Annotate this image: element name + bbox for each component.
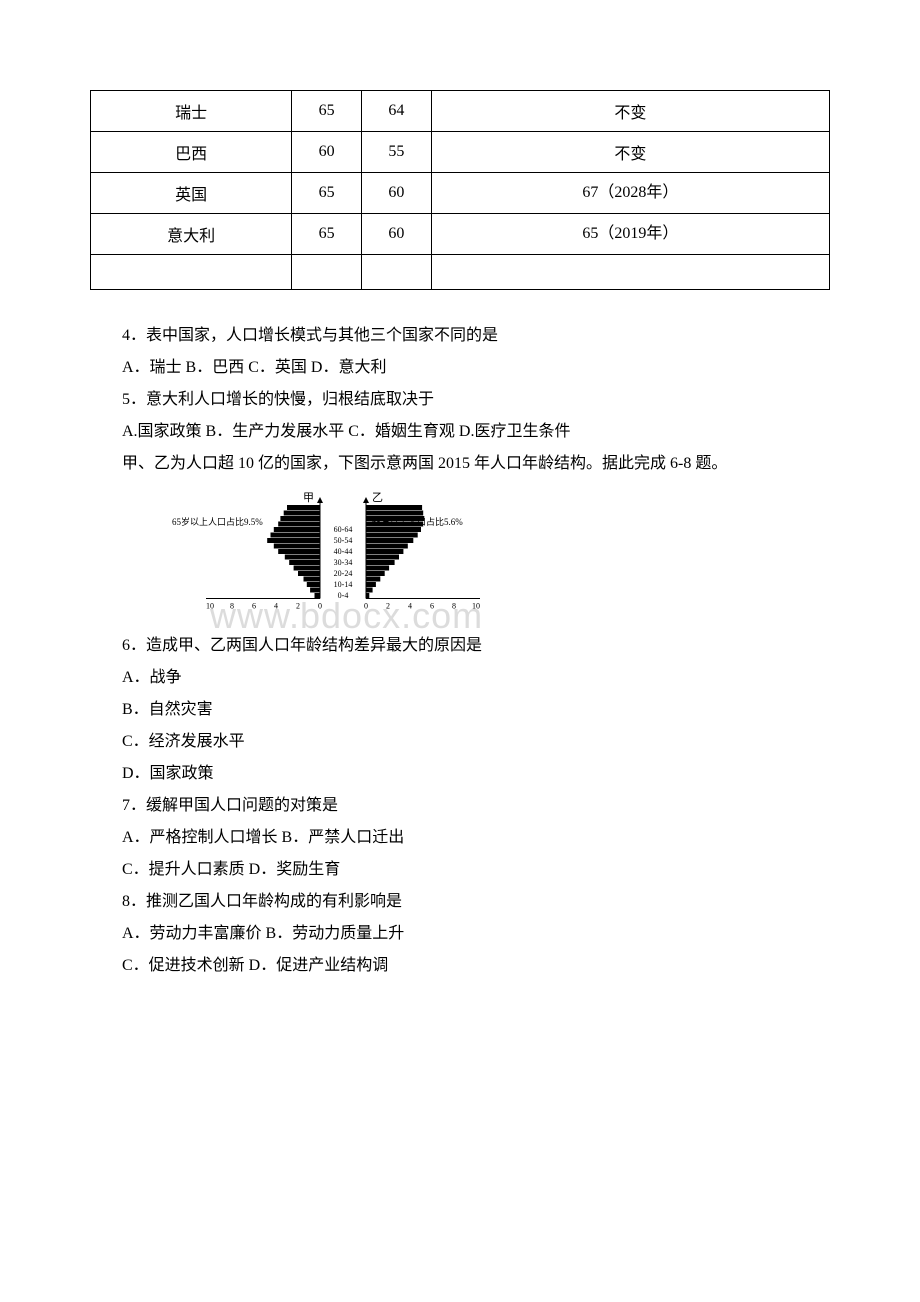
table-row: 瑞士 65 64 不变 (91, 91, 830, 132)
cell-empty (361, 255, 431, 290)
q4-stem: 4．表中国家，人口增长模式与其他三个国家不同的是 (90, 320, 830, 352)
svg-text:30-34: 30-34 (334, 558, 353, 567)
svg-text:8: 8 (230, 602, 234, 611)
cell-plan: 不变 (431, 91, 829, 132)
q7-options-cd: C．提升人口素质 D．奖励生育 (90, 854, 830, 886)
pyramid-chart: 10 8 6 4 2 0 0 2 4 6 8 10 0-4 10-14 20-24 30-34 40-44 50-… (170, 490, 530, 620)
svg-text:0-4: 0-4 (338, 591, 349, 600)
cell-empty (431, 255, 829, 290)
svg-text:10: 10 (472, 602, 480, 611)
q6-option-a: A．战争 (90, 662, 830, 694)
retirement-table: 瑞士 65 64 不变 巴西 60 55 不变 英国 65 60 67（2028… (90, 90, 830, 290)
svg-text:6: 6 (430, 602, 434, 611)
cell-country: 巴西 (91, 132, 292, 173)
svg-text:0: 0 (318, 602, 322, 611)
cell-country: 瑞士 (91, 91, 292, 132)
svg-text:甲: 甲 (303, 492, 314, 504)
cell-male: 65 (292, 214, 362, 255)
q7-stem: 7．缓解甲国人口问题的对策是 (90, 790, 830, 822)
table-row: 巴西 60 55 不变 (91, 132, 830, 173)
svg-text:乙: 乙 (372, 491, 383, 504)
svg-text:2: 2 (386, 602, 390, 611)
q5-stem: 5．意大利人口增长的快慢，归根结底取决于 (90, 384, 830, 416)
intro-6-8: 甲、乙为人口超 10 亿的国家，下图示意两国 2015 年人口年龄结构。据此完成… (90, 448, 830, 480)
svg-text:0: 0 (364, 602, 368, 611)
cell-female: 60 (361, 173, 431, 214)
svg-text:60-64: 60-64 (334, 525, 353, 534)
table-row: 意大利 65 60 65（2019年） (91, 214, 830, 255)
q8-options-cd: C．促进技术创新 D．促进产业结构调 (90, 950, 830, 982)
page-content: 瑞士 65 64 不变 巴西 60 55 不变 英国 65 60 67（2028… (90, 90, 830, 982)
cell-male: 65 (292, 173, 362, 214)
cell-country: 意大利 (91, 214, 292, 255)
cell-male: 60 (292, 132, 362, 173)
svg-text:8: 8 (452, 602, 456, 611)
svg-text:65岁以上人口占比5.6%: 65岁以上人口占比5.6% (372, 516, 463, 527)
q6-option-b: B．自然灾害 (90, 694, 830, 726)
svg-text:6: 6 (252, 602, 256, 611)
q8-options-ab: A．劳动力丰富廉价 B．劳动力质量上升 (90, 918, 830, 950)
cell-plan: 不变 (431, 132, 829, 173)
q6-stem: 6．造成甲、乙两国人口年龄结构差异最大的原因是 (90, 630, 830, 662)
q7-options-ab: A．严格控制人口增长 B．严禁人口迁出 (90, 822, 830, 854)
svg-text:40-44: 40-44 (334, 547, 353, 556)
population-pyramid-figure: 10 8 6 4 2 0 0 2 4 6 8 10 0-4 10-14 20-24 30-34 40-44 50-… (170, 490, 530, 620)
svg-text:4: 4 (408, 602, 412, 611)
q5-options: A.国家政策 B．生产力发展水平 C．婚姻生育观 D.医疗卫生条件 (90, 416, 830, 448)
table-row-empty (91, 255, 830, 290)
svg-text:50-54: 50-54 (334, 536, 353, 545)
q6-option-c: C．经济发展水平 (90, 726, 830, 758)
cell-plan: 67（2028年） (431, 173, 829, 214)
cell-empty (91, 255, 292, 290)
svg-text:2: 2 (296, 602, 300, 611)
q8-stem: 8．推测乙国人口年龄构成的有利影响是 (90, 886, 830, 918)
table-row: 英国 65 60 67（2028年） (91, 173, 830, 214)
q6-option-d: D．国家政策 (90, 758, 830, 790)
svg-text:10-14: 10-14 (334, 580, 353, 589)
svg-text:65岁以上人口占比9.5%: 65岁以上人口占比9.5% (172, 516, 263, 527)
svg-text:4: 4 (274, 602, 278, 611)
cell-female: 55 (361, 132, 431, 173)
cell-male: 65 (292, 91, 362, 132)
cell-female: 64 (361, 91, 431, 132)
svg-text:20-24: 20-24 (334, 569, 353, 578)
q4-options: A．瑞士 B．巴西 C．英国 D．意大利 (90, 352, 830, 384)
cell-country: 英国 (91, 173, 292, 214)
cell-plan: 65（2019年） (431, 214, 829, 255)
svg-text:10: 10 (206, 602, 214, 611)
cell-empty (292, 255, 362, 290)
cell-female: 60 (361, 214, 431, 255)
